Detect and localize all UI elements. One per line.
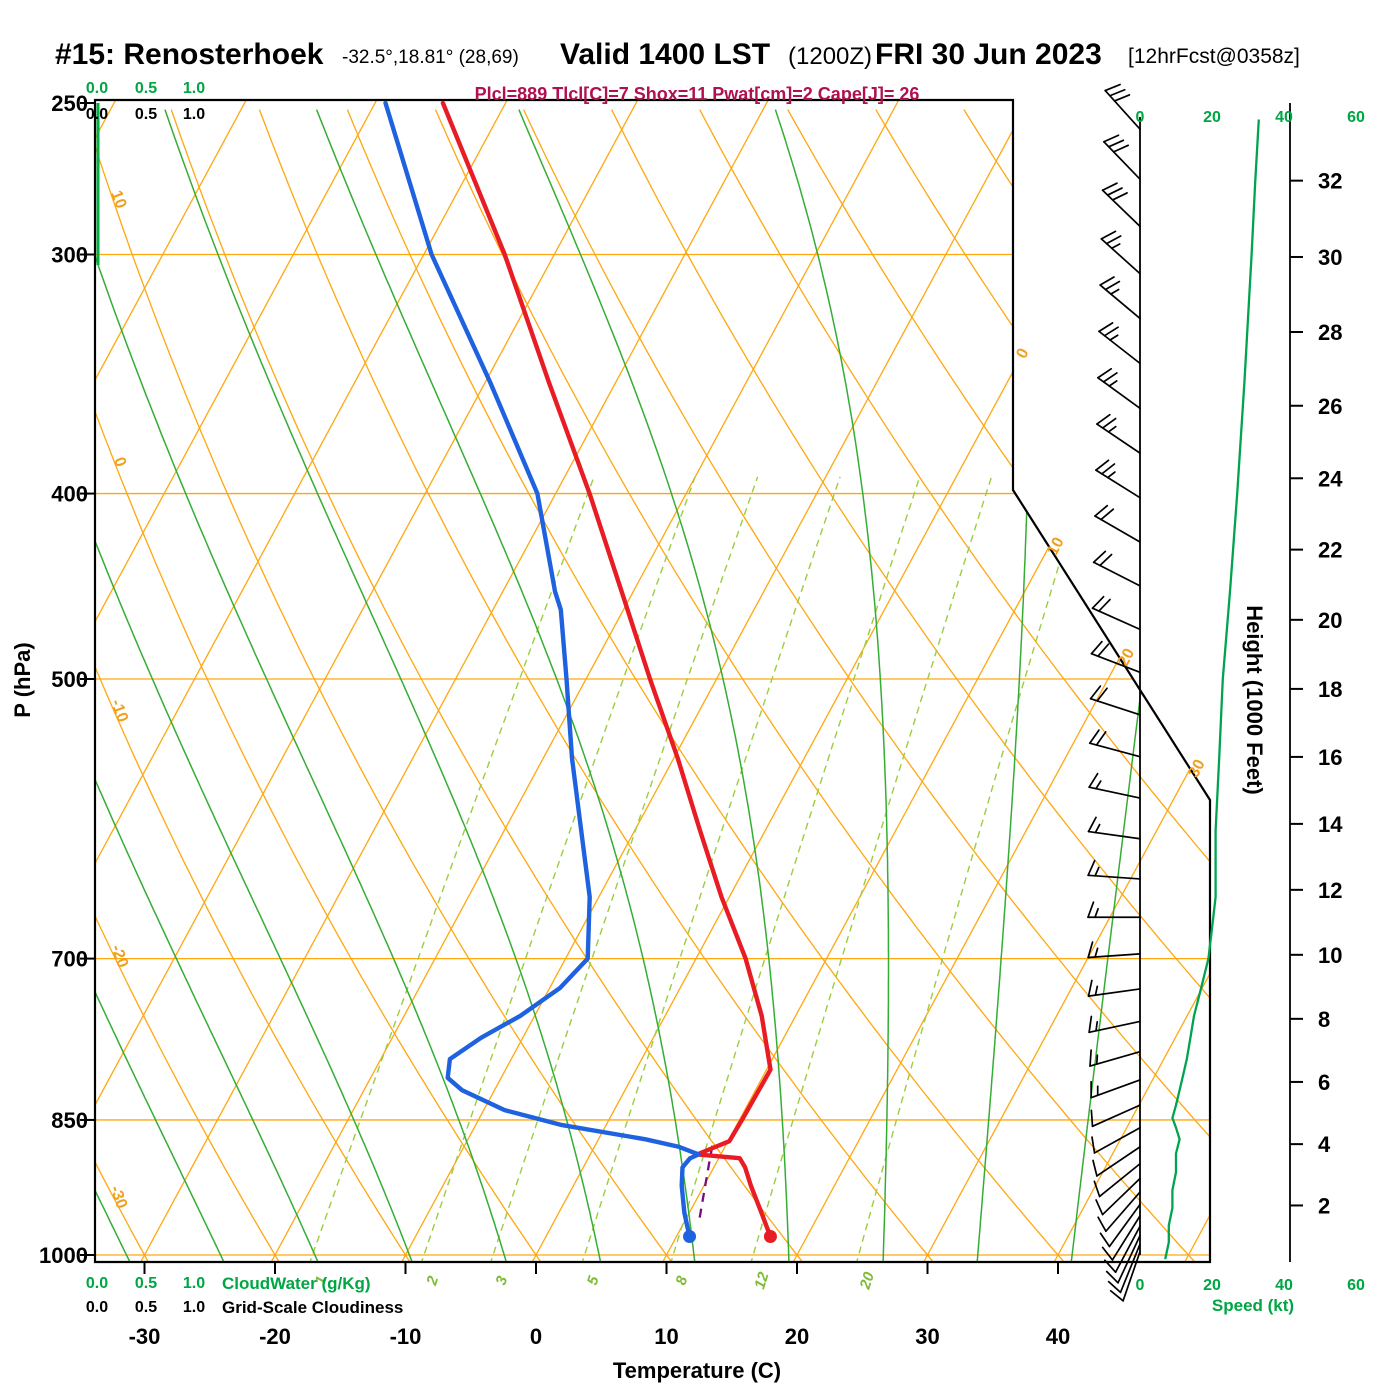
surface-dewpoint-dot: [683, 1230, 697, 1244]
svg-text:10: 10: [1318, 943, 1342, 968]
height-axis-label: Height (1000 Feet): [1242, 605, 1267, 795]
svg-text:20: 20: [1318, 608, 1342, 633]
cloudwater-label: CloudWater (g/Kg): [222, 1274, 371, 1293]
svg-text:16: 16: [1318, 745, 1342, 770]
svg-text:850: 850: [51, 1108, 88, 1133]
valid-time: Valid 1400 LST: [560, 38, 771, 71]
speed-axis-label: Speed (kt): [1212, 1296, 1294, 1315]
svg-text:0.5: 0.5: [135, 80, 157, 97]
pressure-gridlines: [95, 253, 1210, 1256]
svg-text:40: 40: [1046, 1324, 1070, 1349]
svg-text:30: 30: [1318, 245, 1342, 270]
svg-text:0.5: 0.5: [135, 106, 157, 123]
svg-text:12: 12: [1318, 878, 1342, 903]
stability-indices: Plcl=889 Tlcl[C]=7 Shox=11 Pwat[cm]=2 Ca…: [474, 84, 920, 104]
svg-text:0: 0: [530, 1324, 542, 1349]
valid-zulu: (1200Z): [788, 43, 873, 70]
svg-text:0.0: 0.0: [86, 106, 108, 123]
svg-text:60: 60: [1347, 109, 1365, 126]
mixing-ratio-group: [308, 476, 1087, 1262]
svg-text:8: 8: [1318, 1007, 1330, 1032]
svg-text:0: 0: [1013, 346, 1032, 362]
svg-text:3: 3: [492, 1273, 511, 1287]
moist-adiabats-group: [95, 109, 1209, 1262]
station-coords: -32.5°,18.81° (28,69): [342, 47, 519, 68]
svg-text:18: 18: [1318, 677, 1342, 702]
svg-text:0.0: 0.0: [86, 1275, 108, 1292]
svg-text:1.0: 1.0: [183, 106, 205, 123]
svg-text:60: 60: [1347, 1277, 1365, 1294]
svg-text:0.5: 0.5: [135, 1275, 157, 1292]
svg-text:26: 26: [1318, 394, 1342, 419]
svg-text:20: 20: [785, 1324, 809, 1349]
svg-text:20: 20: [856, 1269, 878, 1292]
svg-text:300: 300: [51, 243, 88, 268]
svg-text:10: 10: [107, 188, 129, 211]
svg-text:-30: -30: [106, 1183, 130, 1211]
svg-text:0: 0: [1136, 109, 1145, 126]
svg-text:-10: -10: [390, 1324, 422, 1349]
svg-text:32: 32: [1318, 169, 1342, 194]
surface-temp-dot: [763, 1230, 777, 1244]
svg-text:40: 40: [1275, 1277, 1293, 1294]
svg-text:250: 250: [51, 91, 88, 116]
svg-text:30: 30: [915, 1324, 939, 1349]
svg-text:22: 22: [1318, 538, 1342, 563]
svg-text:-10: -10: [107, 697, 131, 725]
station-title: #15: Renosterhoek: [55, 38, 324, 71]
svg-text:700: 700: [51, 947, 88, 972]
svg-text:-20: -20: [259, 1324, 291, 1349]
svg-text:1000: 1000: [39, 1243, 88, 1268]
temperature-curve: [440, 100, 773, 1239]
svg-text:400: 400: [51, 482, 88, 507]
forecast-tag: [12hrFcst@0358z]: [1128, 45, 1300, 68]
valid-date: FRI 30 Jun 2023: [875, 38, 1102, 71]
skewt-background: [95, 100, 1210, 1262]
svg-text:-20: -20: [107, 943, 131, 971]
svg-text:24: 24: [1318, 466, 1343, 491]
svg-text:12: 12: [751, 1269, 773, 1291]
cloudiness-label: Grid-Scale Cloudiness: [222, 1298, 403, 1317]
svg-text:20: 20: [1115, 646, 1138, 670]
speed-curve: [1164, 119, 1260, 1260]
svg-text:0.0: 0.0: [86, 80, 108, 97]
svg-text:1.0: 1.0: [183, 1275, 205, 1292]
svg-text:0.5: 0.5: [135, 1299, 157, 1316]
svg-text:5: 5: [584, 1273, 603, 1287]
svg-text:30: 30: [1185, 757, 1208, 781]
wind-barbs-group: [1087, 83, 1141, 1302]
plot-frame: [80, 98, 1212, 1274]
svg-text:1.0: 1.0: [183, 1299, 205, 1316]
svg-text:0.0: 0.0: [86, 1299, 108, 1316]
svg-text:8: 8: [673, 1273, 692, 1287]
svg-text:2: 2: [423, 1273, 442, 1288]
svg-text:10: 10: [654, 1324, 678, 1349]
svg-text:28: 28: [1318, 320, 1342, 345]
svg-text:40: 40: [1275, 109, 1293, 126]
svg-text:0: 0: [1136, 1277, 1145, 1294]
sounding-curves: [383, 100, 777, 1244]
svg-text:1.0: 1.0: [183, 80, 205, 97]
svg-text:2: 2: [1318, 1193, 1330, 1218]
isotherms-group: [95, 100, 1210, 1262]
svg-text:20: 20: [1203, 109, 1221, 126]
svg-text:-30: -30: [129, 1324, 161, 1349]
temperature-axis-label: Temperature (C): [613, 1358, 781, 1383]
svg-text:6: 6: [1318, 1070, 1330, 1095]
svg-text:500: 500: [51, 667, 88, 692]
svg-text:4: 4: [1318, 1132, 1331, 1157]
dewpoint-curve: [383, 100, 701, 1239]
dry-adiabats-group: [95, 109, 1210, 1262]
pressure-axis-label: P (hPa): [10, 642, 35, 717]
svg-text:14: 14: [1318, 812, 1343, 837]
svg-text:20: 20: [1203, 1277, 1221, 1294]
frame-boundary: [93, 98, 1212, 1264]
svg-text:10: 10: [1044, 535, 1067, 559]
